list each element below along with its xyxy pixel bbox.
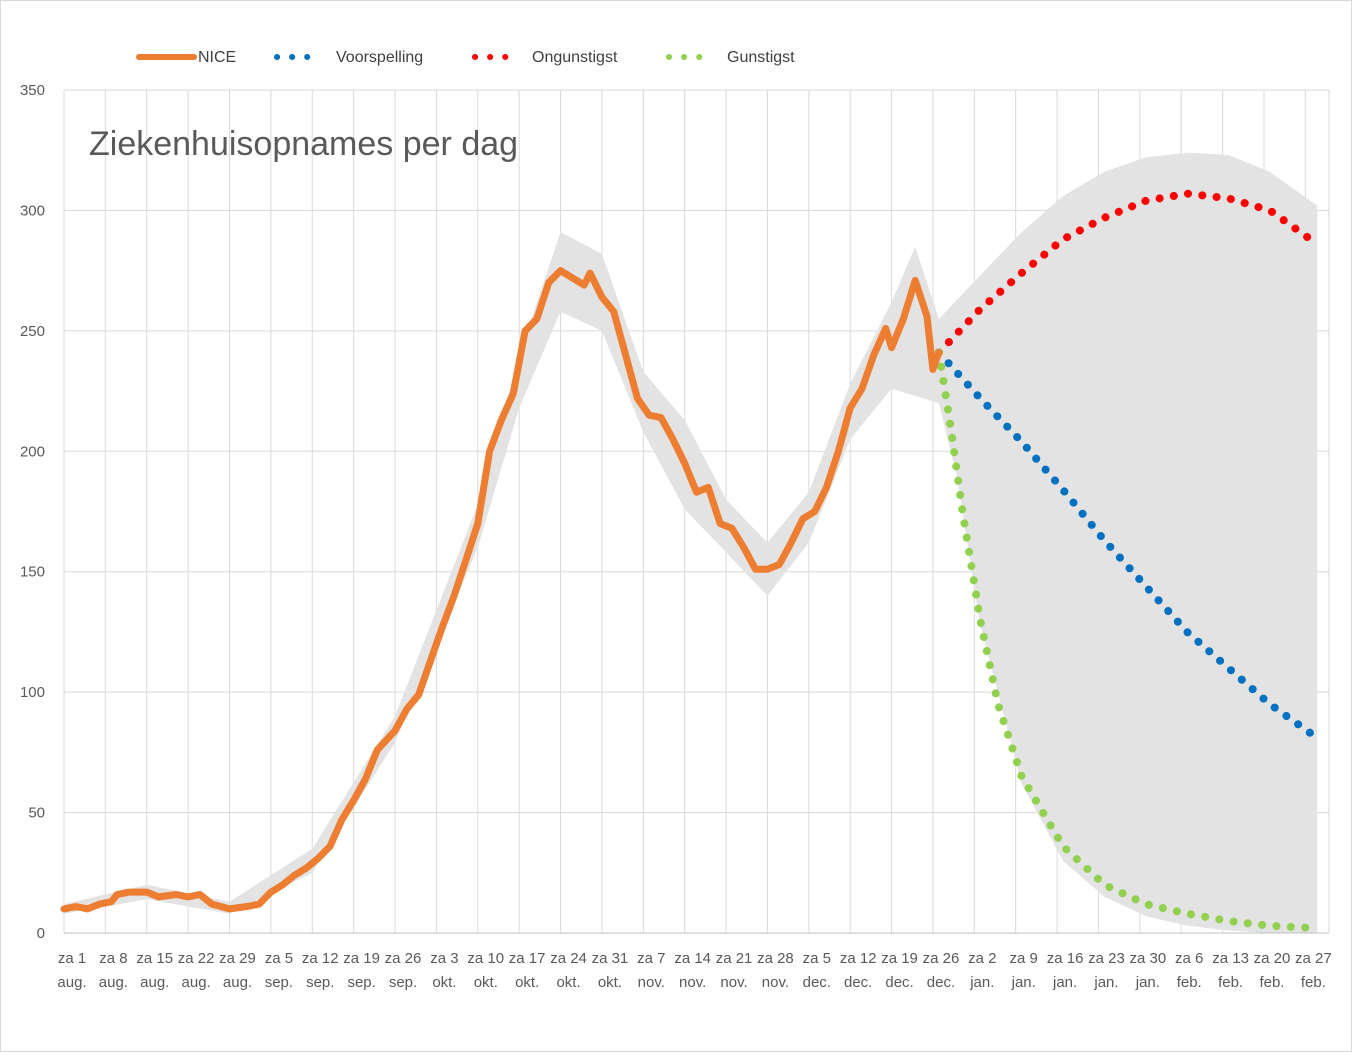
x-tick-label-4-month: aug. xyxy=(223,974,252,991)
x-tick-label-2-month: aug. xyxy=(140,974,169,991)
legend: NICE Voorspelling Ongunstigst Gunstigst xyxy=(136,49,795,66)
x-tick-label-24-month: jan. xyxy=(1052,974,1077,991)
x-tick-label-15-month: nov. xyxy=(679,974,706,991)
y-tick-label-250: 250 xyxy=(20,323,45,340)
x-tick-label-22-month: jan. xyxy=(969,974,994,991)
x-tick-label-23-day: za 9 xyxy=(1010,950,1038,967)
uncertainty-band xyxy=(64,152,1318,934)
x-tick-label-30-month: feb. xyxy=(1301,974,1326,991)
x-tick-label-8-month: sep. xyxy=(389,974,417,991)
x-tick-label-21-month: dec. xyxy=(927,974,955,991)
x-tick-label-2-day: za 15 xyxy=(136,950,173,967)
x-tick-label-15-day: za 14 xyxy=(674,950,711,967)
x-tick-label-26-day: za 30 xyxy=(1129,950,1166,967)
x-tick-label-27-month: feb. xyxy=(1177,974,1202,991)
x-tick-label-14-month: nov. xyxy=(638,974,665,991)
x-tick-label-16-day: za 21 xyxy=(716,950,753,967)
x-tick-label-20-day: za 19 xyxy=(881,950,918,967)
x-tick-label-7-month: sep. xyxy=(347,974,375,991)
x-tick-label-14-day: za 7 xyxy=(637,950,665,967)
y-tick-label-100: 100 xyxy=(20,684,45,701)
legend-label-ongunstigst: Ongunstigst xyxy=(532,49,618,66)
x-tick-label-19-month: dec. xyxy=(844,974,872,991)
x-tick-label-3-day: za 22 xyxy=(178,950,215,967)
x-tick-label-19-day: za 12 xyxy=(840,950,877,967)
x-tick-label-5-day: za 5 xyxy=(265,950,293,967)
x-tick-label-4-day: za 29 xyxy=(219,950,256,967)
legend-label-nice: NICE xyxy=(198,49,236,66)
x-tick-label-0-month: aug. xyxy=(57,974,86,991)
y-tick-label-200: 200 xyxy=(20,443,45,460)
x-tick-label-3-month: aug. xyxy=(182,974,211,991)
x-tick-label-22-day: za 2 xyxy=(968,950,996,967)
x-tick-label-7-day: za 19 xyxy=(343,950,380,967)
legend-item-ongunstigst: Ongunstigst xyxy=(472,49,618,66)
series-layer xyxy=(60,189,1322,933)
series-line-nice xyxy=(60,267,943,913)
axis-layer: 0 50 100 150 200 250 300 350 za 1 aug. za 8 aug. za … xyxy=(20,82,1332,991)
x-tick-label-16-month: nov. xyxy=(720,974,747,991)
x-tick-label-24-day: za 16 xyxy=(1047,950,1084,967)
x-tick-label-10-month: okt. xyxy=(474,974,498,991)
x-tick-label-29-month: feb. xyxy=(1259,974,1284,991)
y-tick-label-150: 150 xyxy=(20,564,45,581)
legend-item-nice: NICE xyxy=(136,49,236,66)
series-line-ongunstigst xyxy=(934,189,1322,357)
legend-item-voorspelling: Voorspelling xyxy=(274,49,423,66)
x-tick-label-9-day: za 3 xyxy=(430,950,458,967)
x-tick-label-21-day: za 26 xyxy=(923,950,960,967)
x-tick-label-0-day: za 1 xyxy=(58,950,86,967)
x-tick-label-29-day: za 20 xyxy=(1254,950,1291,967)
x-tick-label-12-day: za 24 xyxy=(550,950,587,967)
x-tick-label-6-day: za 12 xyxy=(302,950,339,967)
x-tick-label-28-day: za 13 xyxy=(1212,950,1249,967)
x-tick-label-12-month: okt. xyxy=(556,974,580,991)
chart-title: Ziekenhuisopnames per dag xyxy=(89,125,518,163)
x-tick-label-6-month: sep. xyxy=(306,974,334,991)
y-tick-label-0: 0 xyxy=(37,925,45,942)
y-tick-label-300: 300 xyxy=(20,202,45,219)
x-tick-label-25-day: za 23 xyxy=(1088,950,1125,967)
legend-label-voorspelling: Voorspelling xyxy=(336,49,423,66)
x-tick-label-18-month: dec. xyxy=(803,974,831,991)
x-tick-label-13-month: okt. xyxy=(598,974,622,991)
x-tick-label-20-month: dec. xyxy=(885,974,913,991)
x-tick-label-17-day: za 28 xyxy=(757,950,794,967)
legend-label-gunstigst: Gunstigst xyxy=(727,49,795,66)
x-tick-label-11-day: za 17 xyxy=(509,950,546,967)
x-tick-label-1-month: aug. xyxy=(99,974,128,991)
y-tick-label-50: 50 xyxy=(28,805,45,822)
x-tick-label-30-day: za 27 xyxy=(1295,950,1332,967)
x-tick-label-27-day: za 6 xyxy=(1175,950,1203,967)
x-tick-label-5-month: sep. xyxy=(265,974,293,991)
x-tick-label-18-day: za 5 xyxy=(803,950,831,967)
x-tick-label-11-month: okt. xyxy=(515,974,539,991)
x-tick-label-1-day: za 8 xyxy=(99,950,127,967)
uncertainty-band-layer xyxy=(64,152,1318,934)
x-tick-label-26-month: jan. xyxy=(1135,974,1160,991)
legend-item-gunstigst: Gunstigst xyxy=(666,49,795,66)
x-tick-label-9-month: okt. xyxy=(432,974,456,991)
x-tick-label-8-day: za 26 xyxy=(385,950,422,967)
x-tick-label-25-month: jan. xyxy=(1093,974,1118,991)
y-tick-label-350: 350 xyxy=(20,82,45,99)
x-tick-label-13-day: za 31 xyxy=(592,950,629,967)
x-tick-label-10-day: za 10 xyxy=(467,950,504,967)
series-line-gunstigst xyxy=(934,348,1322,933)
x-tick-label-23-month: jan. xyxy=(1011,974,1036,991)
x-tick-label-17-month: nov. xyxy=(762,974,789,991)
x-tick-label-28-month: feb. xyxy=(1218,974,1243,991)
